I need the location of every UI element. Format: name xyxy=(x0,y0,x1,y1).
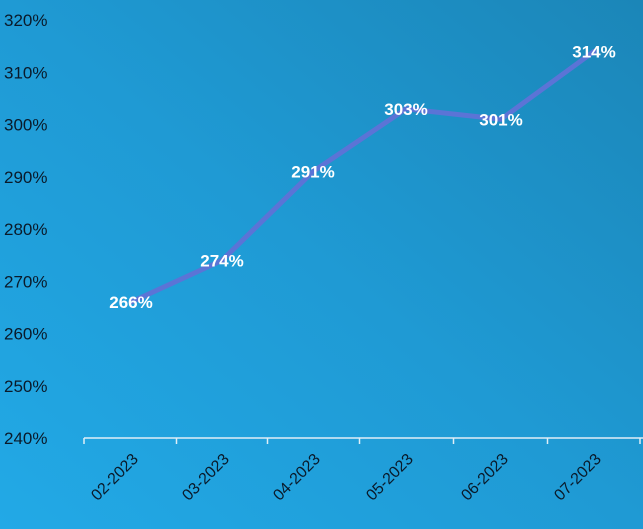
x-tick-label: 07-2023 xyxy=(551,451,605,505)
x-tick-label: 03-2023 xyxy=(179,451,233,505)
data-label: 266% xyxy=(109,293,152,312)
x-tick-label: 02-2023 xyxy=(88,451,142,505)
y-tick-label: 320% xyxy=(4,11,47,30)
x-tick-label: 04-2023 xyxy=(270,451,324,505)
x-tick-label: 06-2023 xyxy=(458,451,512,505)
series-line xyxy=(128,48,597,305)
y-tick-label: 280% xyxy=(4,220,47,239)
y-tick-label: 310% xyxy=(4,63,47,82)
y-tick-label: 250% xyxy=(4,377,47,396)
data-label: 314% xyxy=(572,42,615,61)
data-label: 303% xyxy=(384,100,427,119)
data-label: 301% xyxy=(479,110,522,129)
data-label: 291% xyxy=(291,163,334,182)
y-tick-label: 270% xyxy=(4,272,47,291)
y-tick-label: 290% xyxy=(4,168,47,187)
x-tick-label: 05-2023 xyxy=(363,451,417,505)
data-label: 274% xyxy=(200,251,243,270)
y-tick-label: 240% xyxy=(4,429,47,448)
y-tick-label: 300% xyxy=(4,116,47,135)
y-axis: 240% 250% 260% 270% 280% 290% 300% 310% 320% xyxy=(4,11,47,448)
x-axis: 02-2023 03-2023 04-2023 05-2023 06-2023 07-20… xyxy=(83,438,641,505)
data-labels: 266% 274% 291% 303% 301% 314% xyxy=(109,42,615,312)
y-tick-label: 260% xyxy=(4,325,47,344)
